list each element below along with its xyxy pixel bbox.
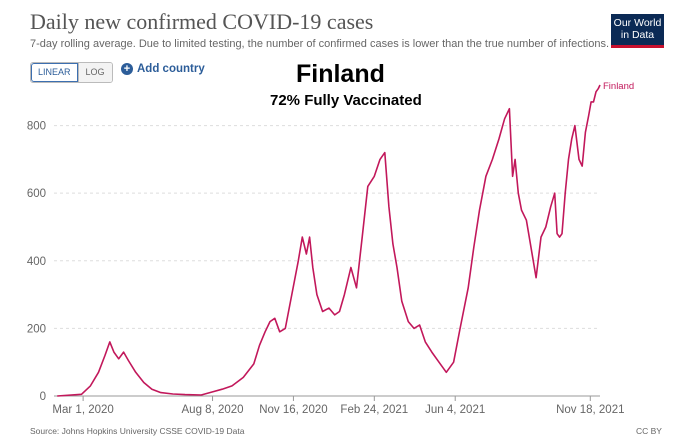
y-tick-label: 600 [27,188,46,200]
chart-title: Daily new confirmed COVID-19 cases [30,9,374,34]
plus-circle-icon: + [121,63,133,75]
owid-logo[interactable]: Our World in Data [611,14,664,48]
series-end-label[interactable]: Finland [603,81,634,92]
x-tick-label: Feb 24, 2021 [340,404,408,416]
add-country-button[interactable]: + Add country [121,63,205,75]
x-tick-label: Nov 18, 2021 [556,404,624,416]
y-tick-label: 200 [27,323,46,335]
x-tick-label: Jun 4, 2021 [425,404,485,416]
logo-line-2: in Data [620,29,655,41]
source-note[interactable]: Source: Johns Hopkins University CSSE CO… [30,426,245,436]
y-axis-ticks: 0 200 400 600 800 [27,121,46,403]
logo-line-1: Our World [613,17,662,29]
chart-subtitle: 7-day rolling average. Due to limited te… [30,38,610,50]
x-axis-ticks: Mar 1, 2020 Aug 8, 2020 Nov 16, 2020 Feb 24… [52,396,625,416]
overlay-vaccination-note: 72% Fully Vaccinated [270,92,422,109]
gridlines [54,125,600,329]
scale-toggle: LINEAR LOG [30,62,113,83]
overlay-country-title: Finland [296,60,385,88]
y-tick-label: 400 [27,256,46,268]
x-tick-label: Nov 16, 2020 [259,404,327,416]
log-scale-button[interactable]: LOG [77,63,112,82]
license-link[interactable]: CC BY [636,426,662,436]
x-tick-label: Mar 1, 2020 [52,404,113,416]
y-tick-label: 800 [27,121,46,133]
add-country-label: Add country [137,63,205,75]
series-line-finland[interactable] [57,84,601,397]
linear-scale-button[interactable]: LINEAR [31,63,78,82]
y-tick-label: 0 [40,391,46,403]
series-layer[interactable]: Finland [57,81,634,397]
x-tick-label: Aug 8, 2020 [182,404,244,416]
